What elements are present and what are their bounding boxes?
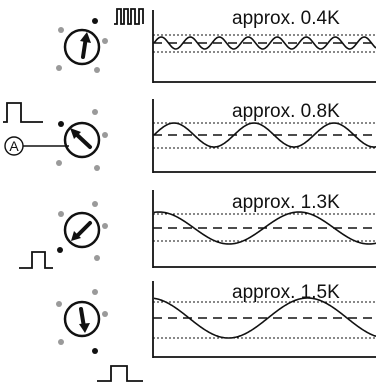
sine-wave [153, 297, 376, 339]
waveform-graph [152, 10, 376, 83]
pulse-signal-icon [97, 365, 143, 382]
rotary-dial-icon [63, 121, 101, 159]
waveform-graph [152, 99, 376, 173]
callout-a: A [4, 136, 69, 156]
callout-letter: A [9, 138, 19, 154]
pulse-signal-icon [19, 251, 53, 269]
row-1: approx. 0.4K [56, 8, 376, 83]
sine-wave [153, 36, 376, 50]
frequency-label: approx. 0.4K [232, 8, 340, 29]
waveform-graph [152, 190, 376, 268]
pulse-signal-icon [114, 8, 144, 25]
pulse-signal-icon [3, 102, 43, 123]
selector-dots [56, 109, 108, 171]
rotary-dial-icon [63, 300, 101, 338]
frequency-label: approx. 0.8K [232, 101, 340, 122]
sine-wave [153, 211, 376, 245]
row-2: A approx. 0.8K [3, 99, 376, 173]
frequency-label: approx. 1.3K [232, 192, 340, 213]
selector-dots [56, 289, 108, 354]
waveform-graph [152, 281, 376, 358]
row-4: approx. 1.5K [56, 281, 376, 382]
selector-dots [56, 18, 108, 73]
row-3: approx. 1.3K [19, 190, 376, 269]
selector-dots [57, 201, 108, 261]
frequency-label: approx. 1.5K [232, 282, 340, 303]
sine-wave [153, 122, 376, 148]
rotary-dial-icon [63, 28, 101, 66]
rotary-dial-icon [63, 211, 101, 249]
